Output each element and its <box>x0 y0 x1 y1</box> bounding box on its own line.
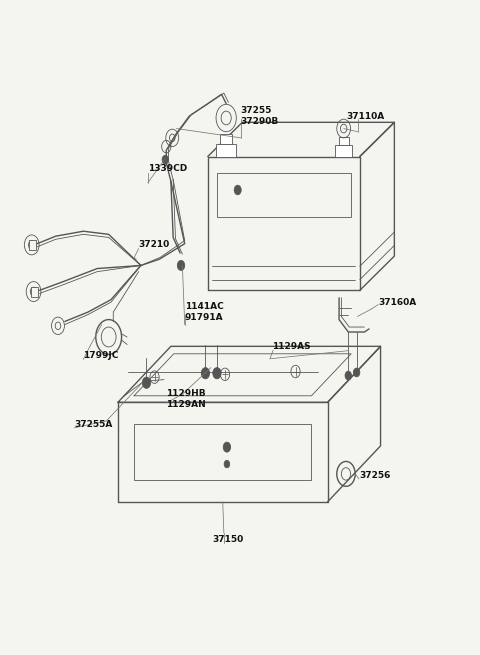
Text: 37110A: 37110A <box>346 111 384 121</box>
Bar <box>216 144 236 157</box>
Circle shape <box>162 155 168 164</box>
Text: 37255A: 37255A <box>74 420 112 428</box>
Text: 37256: 37256 <box>360 471 391 479</box>
Circle shape <box>353 368 360 377</box>
Circle shape <box>213 367 221 379</box>
Bar <box>338 138 349 145</box>
Bar <box>217 173 350 217</box>
Circle shape <box>223 442 230 452</box>
Circle shape <box>142 377 151 388</box>
Circle shape <box>224 460 229 468</box>
Bar <box>29 240 36 250</box>
Bar <box>336 145 352 157</box>
Bar <box>220 134 232 144</box>
Text: 37160A: 37160A <box>378 298 417 307</box>
Circle shape <box>201 367 210 379</box>
Text: 37210: 37210 <box>139 240 170 250</box>
Bar <box>31 287 38 297</box>
Text: 1799JC: 1799JC <box>84 351 119 360</box>
Text: 1129HB
1129AN: 1129HB 1129AN <box>166 389 206 409</box>
Text: 1129AS: 1129AS <box>272 342 311 351</box>
Circle shape <box>234 185 241 195</box>
Text: 1141AC
91791A: 1141AC 91791A <box>185 302 224 322</box>
Text: 37255
37290B: 37255 37290B <box>240 106 278 126</box>
Text: 37150: 37150 <box>212 534 244 544</box>
Circle shape <box>177 261 185 271</box>
Bar <box>134 424 312 480</box>
Circle shape <box>345 371 351 380</box>
Text: 1339CD: 1339CD <box>148 164 187 174</box>
